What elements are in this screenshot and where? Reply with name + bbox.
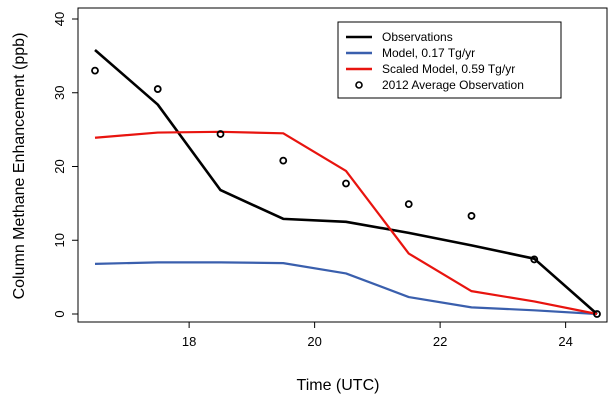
x-tick-label: 20 — [307, 334, 321, 349]
data-point — [342, 179, 350, 188]
legend-label: 2012 Average Observation — [382, 78, 524, 92]
x-tick-label: 22 — [433, 334, 447, 349]
plot-frame — [77, 7, 608, 323]
data-point — [404, 200, 413, 209]
data-point — [593, 310, 601, 318]
series-line — [94, 261, 598, 316]
legend-label: Scaled Model, 0.59 Tg/yr — [382, 62, 515, 76]
x-tick-label: 24 — [558, 334, 572, 349]
data-point — [216, 130, 225, 138]
x-tick-label: 18 — [182, 334, 196, 349]
axes: 18 20 22 24 0 10 20 30 40 — [52, 12, 573, 349]
y-axis-title: Column Methane Enhancement (ppb) — [11, 33, 28, 300]
data-point — [530, 255, 539, 264]
legend-label: Model, 0.17 Tg/yr — [382, 46, 475, 60]
legend: Observations Model, 0.17 Tg/yr Scaled Mode… — [337, 21, 562, 99]
y-tick-label: 30 — [52, 86, 67, 100]
series-line — [94, 130, 598, 316]
y-tick-label: 20 — [52, 159, 67, 173]
series-4 — [91, 66, 601, 318]
series-layer — [91, 48, 601, 318]
y-tick-label: 0 — [52, 310, 67, 317]
data-point — [153, 85, 162, 93]
series-2 — [94, 261, 598, 316]
data-point — [91, 66, 99, 75]
y-tick-label: 10 — [52, 233, 67, 247]
data-point — [279, 156, 288, 165]
data-point — [467, 212, 476, 220]
series-3 — [94, 130, 598, 316]
x-axis-title: Time (UTC) — [297, 377, 380, 394]
legend-box — [337, 21, 562, 99]
legend-swatch — [355, 81, 363, 89]
legend-label: Observations — [382, 30, 453, 44]
y-tick-label: 40 — [52, 12, 67, 26]
